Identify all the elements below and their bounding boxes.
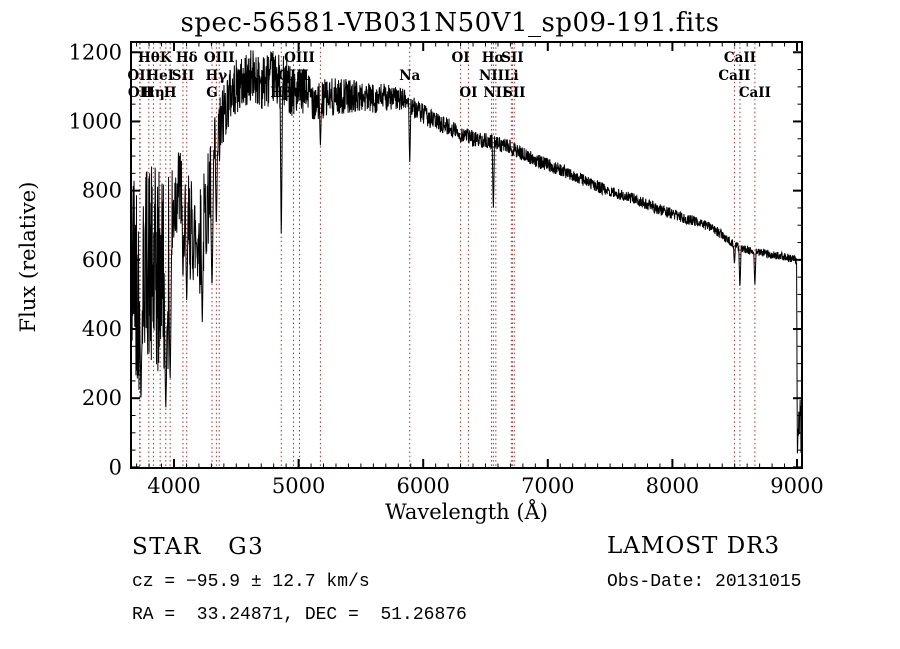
y-tick-label: 400 bbox=[82, 317, 122, 341]
line-marker-label: OIII bbox=[284, 50, 315, 66]
line-marker-label: NII bbox=[479, 68, 504, 84]
line-marker-label: CaII bbox=[739, 85, 771, 101]
y-tick-label: 1200 bbox=[69, 40, 122, 64]
x-tick-label: 8000 bbox=[646, 474, 699, 498]
line-marker-label: SII bbox=[501, 50, 523, 66]
line-marker-label: Hθ bbox=[138, 50, 160, 66]
line-marker-label: CaII bbox=[718, 68, 750, 84]
line-marker-label: Hα bbox=[482, 50, 506, 66]
classification-text: STAR G3 bbox=[132, 534, 265, 560]
y-tick-label: 800 bbox=[82, 179, 122, 203]
y-axis-label: Flux (relative) bbox=[16, 181, 40, 333]
y-tick-label: 1000 bbox=[69, 109, 122, 133]
x-tick-label: 7000 bbox=[521, 474, 574, 498]
obs-date-text: Obs-Date: 20131015 bbox=[607, 572, 802, 592]
line-marker-label: OI bbox=[452, 50, 470, 66]
line-marker-label: OI bbox=[459, 85, 477, 101]
line-marker-label: Hδ bbox=[176, 50, 198, 66]
line-marker-label: H bbox=[164, 85, 177, 101]
y-axis-ticks: 0 200 400 600 800 1000 1200 bbox=[69, 40, 802, 479]
line-marker-label: CaII bbox=[724, 50, 756, 66]
spectrum-trace bbox=[130, 50, 803, 454]
line-marker-label: SII bbox=[172, 68, 194, 84]
y-tick-label: 200 bbox=[82, 386, 122, 410]
y-tick-label: 600 bbox=[82, 248, 122, 272]
x-tick-label: 9000 bbox=[770, 474, 823, 498]
line-marker-label: Na bbox=[399, 68, 420, 84]
line-marker-label: OIII bbox=[204, 50, 235, 66]
line-marker-label: Hγ bbox=[206, 68, 228, 84]
line-marker-label: SII bbox=[503, 85, 525, 101]
line-marker-label: OII bbox=[128, 68, 152, 84]
line-marker-label: OII bbox=[128, 85, 152, 101]
x-axis-ticks: 4000 5000 6000 7000 8000 9000 bbox=[136, 42, 824, 498]
y-tick-label: 0 bbox=[109, 455, 122, 479]
line-marker-label: G bbox=[206, 85, 218, 101]
redshift-velocity-text: cz = −95.9 ± 12.7 km/s bbox=[132, 572, 370, 592]
line-marker-label: NII bbox=[483, 85, 508, 101]
line-marker-label: HeI bbox=[146, 68, 174, 84]
line-marker-label: Hη bbox=[142, 85, 165, 101]
page-title: spec-56581-VB031N50V1_sp09-191.fits bbox=[180, 8, 720, 38]
survey-release-text: LAMOST DR3 bbox=[607, 533, 781, 559]
line-marker-label: K bbox=[160, 50, 173, 66]
line-marker-label: Li bbox=[504, 68, 519, 84]
ra-dec-text: RA = 33.24871, DEC = 51.26876 bbox=[132, 605, 467, 625]
x-tick-label: 5000 bbox=[272, 474, 325, 498]
x-axis-label: Wavelength (Å) bbox=[385, 500, 548, 524]
x-tick-label: 4000 bbox=[147, 474, 200, 498]
x-tick-label: 6000 bbox=[396, 474, 449, 498]
plot-frame bbox=[130, 41, 803, 469]
